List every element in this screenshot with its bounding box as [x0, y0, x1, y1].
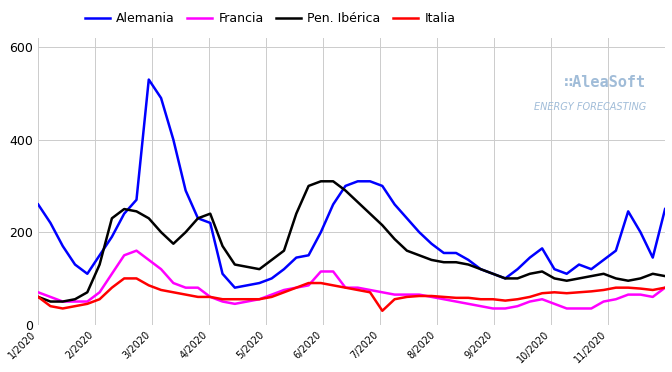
Francia: [267, 292, 276, 297]
Francia: [427, 295, 435, 299]
Italia: [34, 295, 42, 299]
Francia: [34, 290, 42, 295]
Pen. Ibérica: [464, 262, 472, 267]
Francia: [378, 290, 386, 295]
Line: Francia: Francia: [38, 251, 665, 308]
Alemania: [464, 258, 472, 262]
Italia: [267, 295, 276, 299]
Alemania: [83, 272, 91, 276]
Text: ∷AleaSoft: ∷AleaSoft: [564, 74, 646, 90]
Alemania: [34, 202, 42, 207]
Alemania: [230, 285, 239, 290]
Italia: [341, 285, 349, 290]
Alemania: [353, 179, 362, 183]
Italia: [83, 302, 91, 306]
Line: Italia: Italia: [38, 278, 665, 311]
Legend: Alemania, Francia, Pen. Ibérica, Italia: Alemania, Francia, Pen. Ibérica, Italia: [80, 7, 460, 30]
Alemania: [280, 267, 288, 272]
Pen. Ibérica: [46, 299, 54, 304]
Francia: [83, 299, 91, 304]
Italia: [439, 295, 448, 299]
Alemania: [439, 251, 448, 255]
Pen. Ibérica: [34, 295, 42, 299]
Pen. Ibérica: [95, 262, 103, 267]
Francia: [341, 285, 349, 290]
Pen. Ibérica: [353, 200, 362, 204]
Italia: [120, 276, 128, 280]
Alemania: [661, 207, 669, 211]
Line: Pen. Ibérica: Pen. Ibérica: [38, 181, 665, 302]
Pen. Ibérica: [317, 179, 325, 183]
Francia: [452, 299, 460, 304]
Alemania: [390, 202, 398, 207]
Pen. Ibérica: [267, 258, 276, 262]
Francia: [661, 285, 669, 290]
Francia: [132, 248, 140, 253]
Italia: [661, 285, 669, 290]
Francia: [489, 306, 497, 311]
Italia: [390, 297, 398, 301]
Text: ENERGY FORECASTING: ENERGY FORECASTING: [534, 102, 646, 112]
Alemania: [144, 77, 153, 82]
Pen. Ibérica: [390, 237, 398, 241]
Italia: [378, 308, 386, 313]
Pen. Ibérica: [661, 274, 669, 278]
Pen. Ibérica: [439, 260, 448, 264]
Italia: [464, 296, 472, 300]
Line: Alemania: Alemania: [38, 80, 665, 288]
